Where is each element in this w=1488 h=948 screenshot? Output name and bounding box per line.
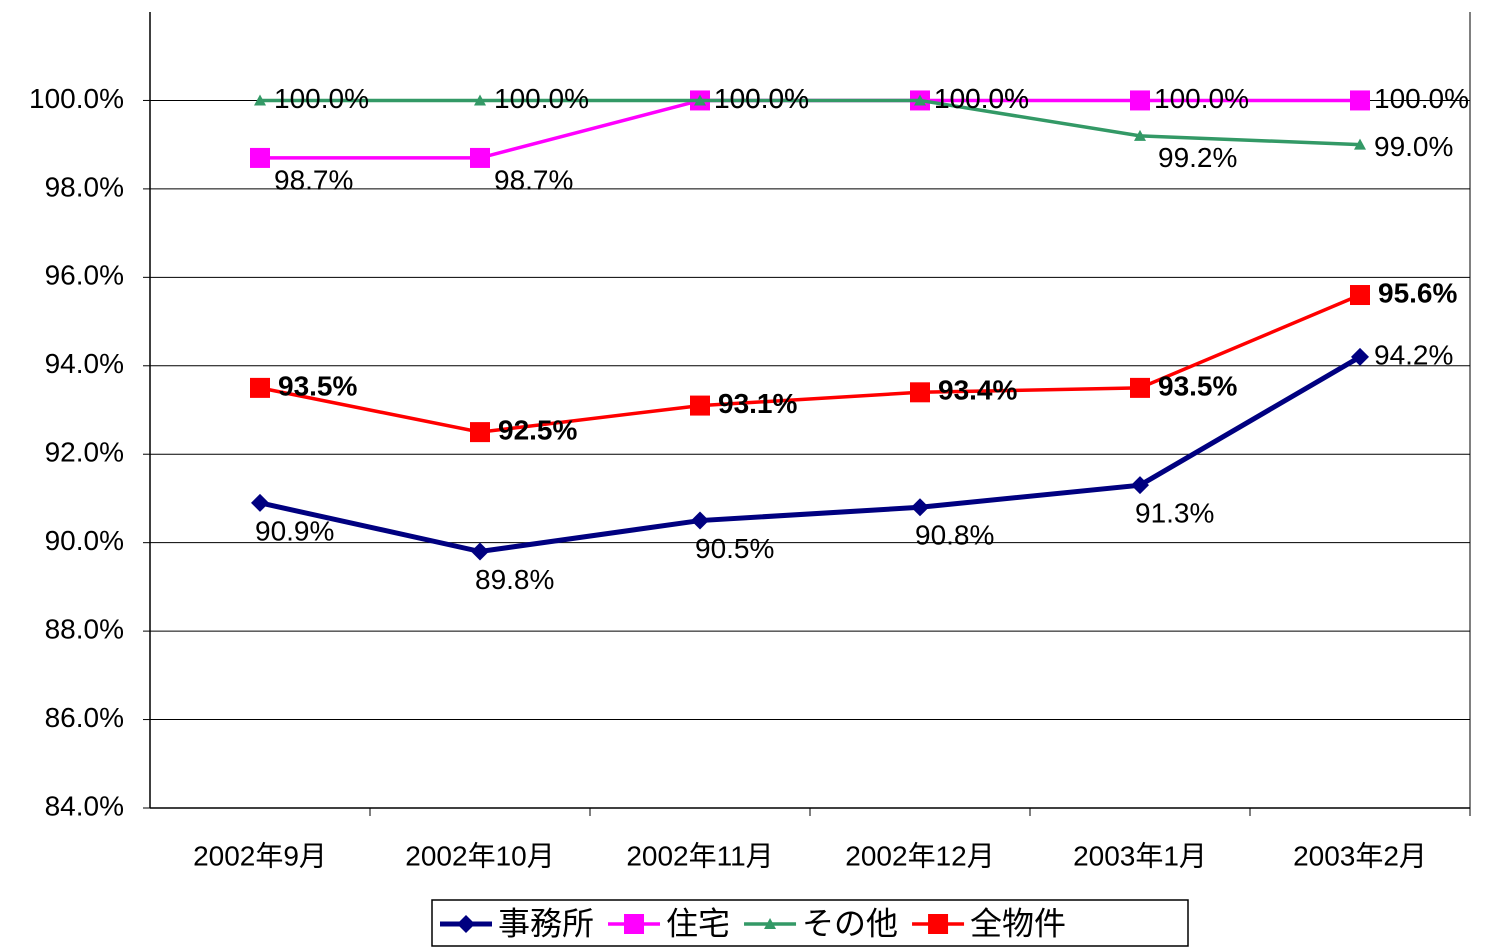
data-label: 90.9% (255, 515, 334, 546)
point-marker (1350, 285, 1370, 306)
series-line (259, 293, 1361, 434)
data-label: 89.8% (475, 564, 554, 595)
data-label: 90.8% (915, 520, 994, 551)
data-label: 99.2% (1158, 142, 1237, 173)
point-marker (470, 422, 490, 443)
y-tick-label: 96.0% (45, 260, 124, 291)
legend-box (431, 899, 1189, 947)
data-label: 100.0% (714, 83, 809, 114)
legend-label: 全物件 (970, 905, 1066, 941)
data-label: 100.0% (274, 83, 369, 114)
point-marker (250, 147, 270, 168)
data-label: 91.3% (1135, 498, 1214, 529)
data-label: 93.5% (1158, 370, 1237, 401)
legend-marker (764, 918, 777, 929)
y-tick-label: 92.0% (45, 437, 124, 468)
point-marker (690, 395, 710, 416)
point-marker (1134, 129, 1146, 141)
point-marker (911, 498, 929, 517)
x-tick-label: 2002年12月 (845, 840, 994, 871)
point-marker (1354, 138, 1366, 150)
point-marker (1351, 347, 1369, 366)
legend-marker (457, 915, 475, 933)
y-tick-label: 86.0% (45, 702, 124, 733)
y-tick-label: 84.0% (45, 790, 124, 821)
point-marker (914, 94, 926, 106)
y-tick-label: 90.0% (45, 525, 124, 556)
data-label: 93.5% (278, 370, 357, 401)
series-line (259, 354, 1362, 555)
point-marker (251, 493, 269, 512)
data-label: 98.7% (274, 164, 353, 195)
data-label: 100.0% (1374, 83, 1469, 114)
data-label: 100.0% (1154, 83, 1249, 114)
point-marker (470, 147, 490, 168)
data-label: 92.5% (498, 415, 577, 446)
point-marker (254, 94, 266, 106)
data-label: 100.0% (714, 83, 809, 114)
x-tick-label: 2002年10月 (405, 840, 554, 871)
legend-label: 事務所 (498, 905, 594, 941)
data-label: 100.0% (934, 83, 1029, 114)
y-tick-label: 100.0% (29, 83, 124, 114)
point-marker (474, 94, 486, 106)
point-marker (250, 377, 270, 398)
point-marker (694, 94, 706, 106)
data-label: 98.7% (494, 164, 573, 195)
x-tick-label: 2003年2月 (1293, 840, 1427, 871)
x-tick-label: 2003年1月 (1073, 840, 1207, 871)
point-marker (910, 382, 930, 403)
data-label: 99.0% (1374, 131, 1453, 162)
point-marker (471, 542, 489, 561)
legend-label: 住宅 (666, 905, 730, 941)
point-marker (1130, 90, 1150, 111)
legend-marker (624, 914, 645, 934)
data-label: 93.1% (718, 388, 797, 419)
point-marker (691, 511, 709, 530)
data-label: 93.4% (938, 375, 1017, 406)
y-tick-label: 98.0% (45, 171, 124, 202)
x-tick-label: 2002年9月 (193, 840, 327, 871)
point-marker (1130, 377, 1150, 398)
y-tick-label: 88.0% (45, 614, 124, 645)
data-label: 94.2% (1374, 339, 1453, 370)
point-marker (1350, 90, 1370, 111)
point-marker (1131, 476, 1149, 495)
y-tick-label: 94.0% (45, 348, 124, 379)
data-label: 95.6% (1378, 277, 1457, 308)
x-tick-label: 2002年11月 (626, 840, 773, 871)
data-label: 100.0% (494, 83, 589, 114)
legend-label: その他 (802, 905, 898, 941)
series-line (260, 98, 1361, 147)
data-label: 90.5% (695, 533, 774, 564)
legend-marker (928, 914, 949, 934)
